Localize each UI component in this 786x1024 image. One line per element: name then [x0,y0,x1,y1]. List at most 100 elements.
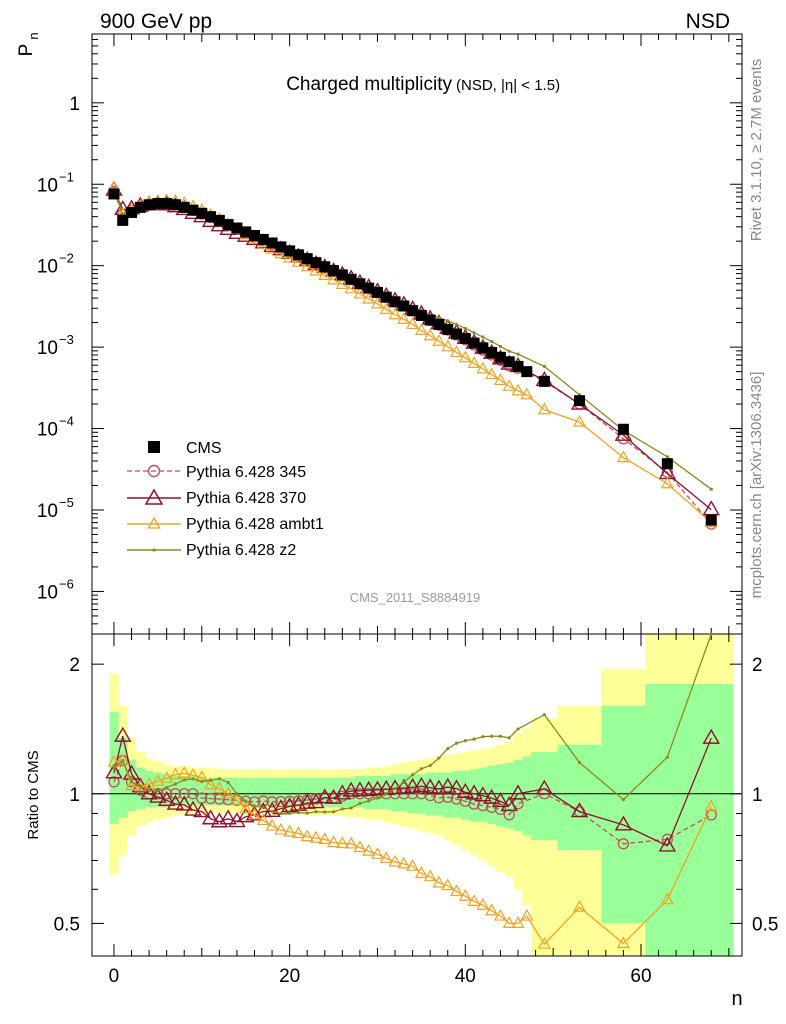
ratio-band-green [531,752,558,841]
ratio-series-point-370 [228,812,246,828]
main-series-point-ambt1 [300,259,314,272]
ratio-band-green [469,769,479,822]
ratio-series-point-370 [702,728,720,744]
header-right-label: NSD [686,10,730,33]
main-y-tick-label: 1 [69,94,80,115]
cms-data-point [468,337,480,349]
main-series-point-ambt1 [467,356,481,369]
legend-label-cms: CMS [186,440,222,457]
x-axis-label: n [731,988,742,1010]
cms-data-point [249,229,260,241]
ratio-series-point-345 [705,809,717,821]
ratio-series-point-ambt1 [327,835,341,848]
main-series-point-ambt1 [309,263,323,276]
ratio-series-point-345 [433,792,445,804]
ratio-band-green [557,744,602,851]
ratio-series-point-z2 [446,747,450,751]
cms-data-point [336,269,348,281]
ratio-series-point-ambt1 [485,903,499,916]
main-series-point-ambt1 [476,361,490,374]
ratio-series-point-ambt1 [458,889,472,901]
main-series-point-ambt1 [458,350,472,363]
ratio-series-point-ambt1 [291,826,305,839]
ratio-series-point-z2 [349,806,353,810]
ratio-series-point-345 [178,788,190,800]
ratio-band-green [294,777,304,806]
cms-data-point [380,291,392,303]
ratio-series-point-z2 [472,737,476,741]
ratio-series-point-370 [474,786,492,802]
cms-data-point [143,199,155,211]
ratio-series-point-345 [275,795,287,808]
cms-data-point [494,351,506,363]
ratio-series-point-ambt1 [309,830,323,843]
main-series-point-ambt1 [441,339,455,352]
ratio-band-green [223,777,233,806]
x-tick-label: 0 [109,966,120,987]
ratio-series-point-ambt1 [397,856,411,869]
cms-data-point [477,342,489,354]
ratio-band-green [258,777,269,806]
ratio-plot-frame [91,633,743,957]
ratio-series-point-z2 [384,792,388,796]
ratio-series-point-ambt1 [168,767,182,780]
ratio-series-point-z2 [665,755,669,759]
ratio-series-point-ambt1 [256,813,270,826]
cms-data-point [345,273,357,285]
ratio-series-point-z2 [226,780,230,785]
cms-data-point [187,204,199,216]
cms-data-point [521,366,533,378]
ratio-series-point-345 [169,788,182,800]
ratio-series-point-z2 [270,809,274,813]
ratio-series-point-370 [368,780,387,796]
ratio-series-point-z2 [244,799,248,803]
cms-data-point [222,219,234,231]
main-y-tick-label: 10 [37,501,58,522]
main-series-point-ambt1 [344,281,358,294]
ratio-series-point-ambt1 [247,807,262,820]
main-series-point-z2 [498,344,503,349]
cms-data-point [108,188,120,200]
ratio-band-green [232,777,242,806]
cms-data-point [169,199,181,211]
ratio-series-point-ambt1 [660,892,674,905]
ratio-series-point-z2 [173,782,178,786]
cms-data-point [319,261,331,273]
ratio-series-point-370 [105,763,123,779]
ratio-series-point-z2 [621,797,626,802]
cms-data-point [275,241,287,253]
main-series-point-ambt1 [423,328,437,341]
ratio-series-point-z2 [340,807,344,811]
ratio-series-point-ambt1 [520,908,534,921]
ratio-band-green [496,764,506,827]
ratio-series-point-z2 [121,758,125,763]
ratio-series-point-z2 [498,734,503,738]
ratio-band-green [645,683,690,956]
ratio-series-point-ambt1 [318,832,332,845]
ratio-series-point-ambt1 [511,916,525,928]
cms-data-point [389,296,401,308]
ratio-series-point-z2 [331,810,336,814]
ratio-series-point-370 [456,782,475,799]
main-series-point-ambt1 [572,414,587,427]
cms-data-point [310,257,322,269]
ratio-series-point-z2 [454,741,459,745]
main-series-point-z2 [709,487,713,491]
ratio-series-point-370 [316,788,334,804]
cms-data-point [301,253,313,265]
ratio-series-point-z2 [279,811,283,816]
main-series-point-z2 [472,331,476,335]
ratio-series-point-ambt1 [353,840,367,853]
x-tick-label: 40 [455,966,476,987]
cms-data-point [459,332,471,344]
main-series-point-z2 [463,326,467,330]
ratio-series-point-ambt1 [572,899,587,912]
ratio-band-green [285,777,295,806]
cms-data-point [433,318,445,330]
ratio-series-point-z2 [112,766,116,771]
cms-data-point [451,328,463,340]
ratio-series-point-z2 [191,777,195,781]
ratio-series-point-345 [345,788,357,800]
main-series-point-ambt1 [616,450,630,463]
ratio-series-point-ambt1 [265,818,279,831]
